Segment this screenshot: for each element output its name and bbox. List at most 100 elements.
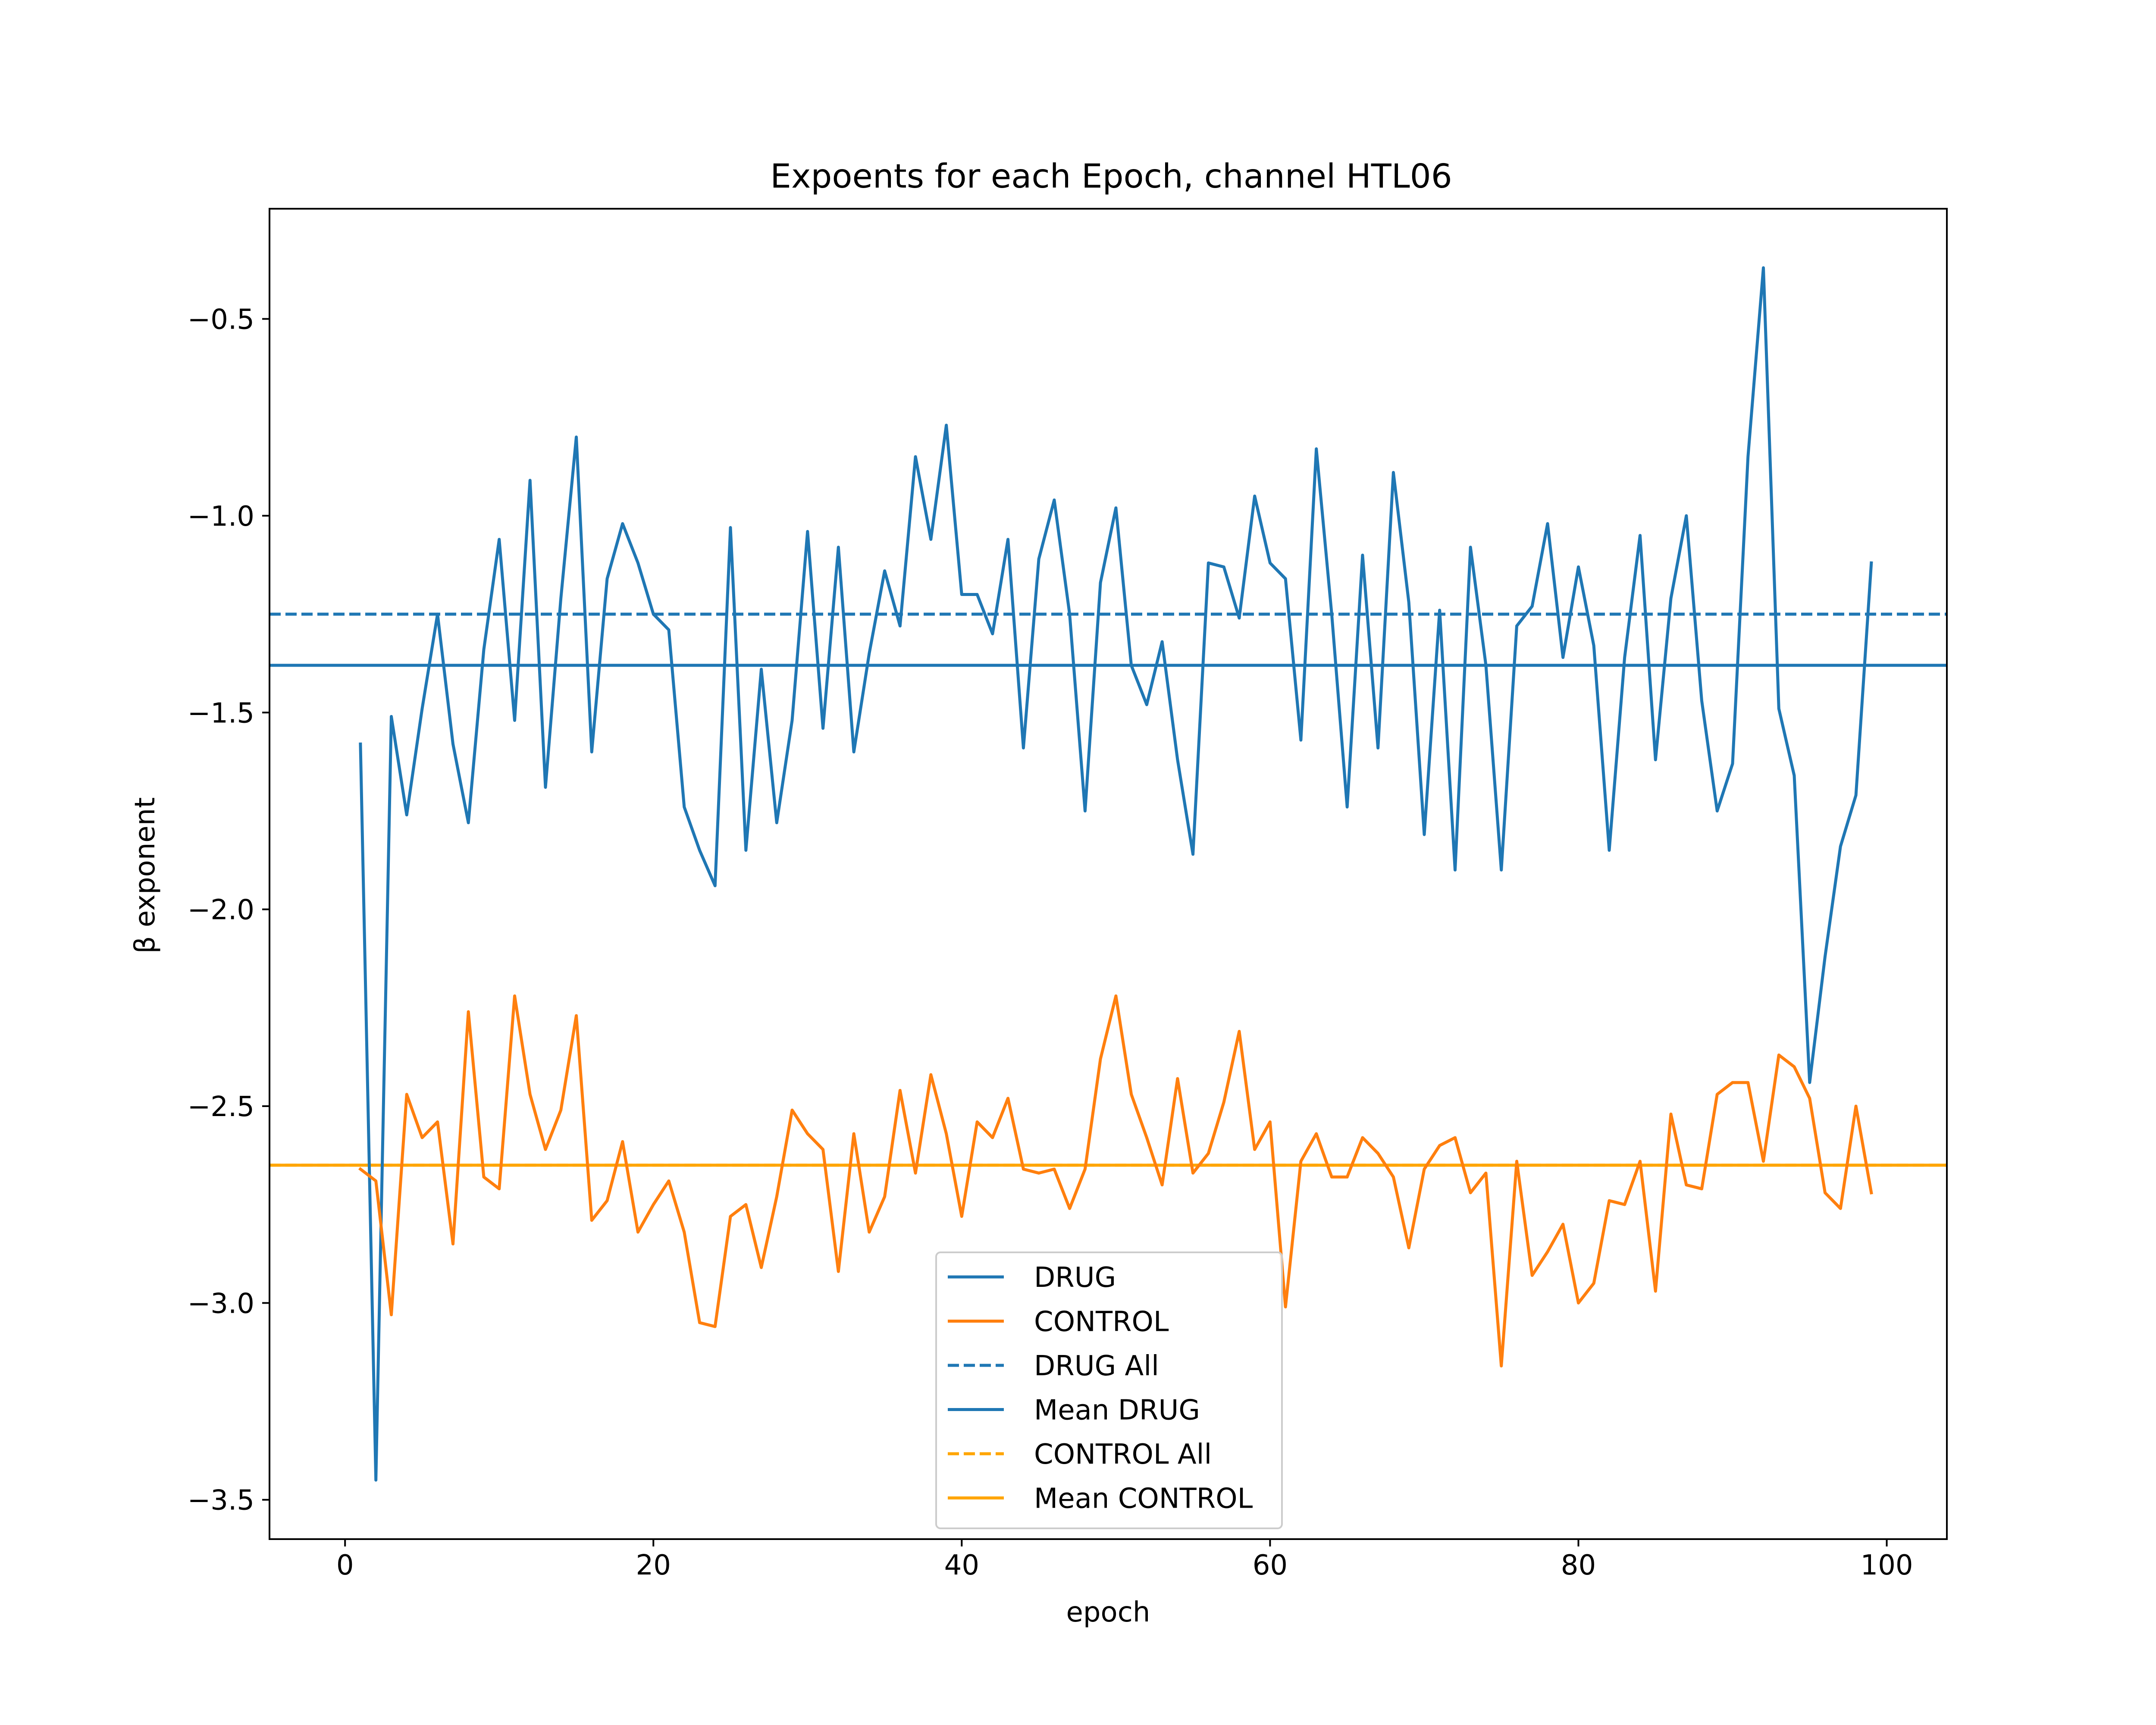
data-point-control xyxy=(1762,1160,1765,1163)
data-point-drug xyxy=(1269,561,1271,564)
data-point-drug xyxy=(1592,644,1595,647)
data-point-drug xyxy=(375,1479,377,1481)
data-point-drug xyxy=(1808,1081,1811,1084)
data-point-control xyxy=(1161,1184,1163,1186)
data-point-control xyxy=(1855,1105,1857,1107)
data-point-drug xyxy=(513,719,516,722)
data-point-control xyxy=(1361,1136,1364,1139)
x-tick-label: 0 xyxy=(336,1549,354,1581)
data-point-control xyxy=(1485,1172,1487,1174)
data-point-drug xyxy=(1007,538,1009,541)
legend: DRUG CONTROL DRUG All Mean DRUG CONTROL All M… xyxy=(935,1251,1283,1529)
data-point-control xyxy=(1330,1176,1333,1178)
data-point-control xyxy=(1777,1054,1780,1056)
data-point-drug xyxy=(1053,499,1056,501)
data-point-control xyxy=(1515,1160,1518,1163)
data-point-control xyxy=(1222,1101,1225,1104)
data-point-drug xyxy=(806,530,809,533)
data-point-control xyxy=(1469,1192,1472,1194)
data-point-drug xyxy=(451,743,454,745)
data-point-drug xyxy=(1069,613,1071,615)
y-tick-label: −1.5 xyxy=(188,697,254,729)
data-point-drug xyxy=(560,597,562,600)
data-point-control xyxy=(405,1093,408,1096)
data-point-drug xyxy=(606,577,608,580)
data-point-control xyxy=(436,1121,439,1123)
data-point-control xyxy=(359,1168,362,1170)
data-point-drug xyxy=(621,522,624,525)
y-tick-label: −2.0 xyxy=(188,894,254,926)
data-point-drug xyxy=(1870,561,1873,564)
data-point-drug xyxy=(590,751,593,753)
data-point-drug xyxy=(1161,640,1163,643)
data-point-control xyxy=(1639,1160,1642,1163)
y-tick-label: −1.0 xyxy=(188,501,254,533)
data-point-control xyxy=(1269,1121,1271,1123)
legend-label: DRUG All xyxy=(1034,1350,1159,1382)
data-point-drug xyxy=(1793,774,1796,777)
data-point-drug xyxy=(1222,566,1225,568)
data-point-control xyxy=(1099,1057,1102,1060)
data-point-drug xyxy=(729,526,732,529)
data-point-control xyxy=(483,1176,485,1178)
data-point-control xyxy=(1562,1223,1564,1226)
data-point-control xyxy=(1238,1030,1241,1033)
legend-label: CONTROL xyxy=(1034,1306,1169,1338)
data-point-drug xyxy=(467,822,470,824)
data-point-control xyxy=(884,1195,886,1198)
data-point-control xyxy=(930,1073,932,1076)
data-point-control xyxy=(1300,1160,1302,1163)
data-point-control xyxy=(560,1109,562,1111)
data-point-control xyxy=(683,1231,686,1233)
data-point-control xyxy=(1546,1251,1549,1253)
data-point-drug xyxy=(544,786,547,789)
data-point-control xyxy=(513,994,516,997)
data-point-drug xyxy=(1454,869,1456,871)
data-point-control xyxy=(729,1215,732,1218)
data-point-control xyxy=(806,1132,809,1135)
data-point-control xyxy=(1084,1168,1086,1170)
data-point-drug xyxy=(1639,534,1642,537)
series-line-control xyxy=(358,994,1873,1367)
data-point-drug xyxy=(745,849,747,852)
data-point-drug xyxy=(884,570,886,572)
data-point-control xyxy=(991,1136,994,1139)
data-point-control xyxy=(451,1242,454,1245)
data-point-drug xyxy=(914,455,917,458)
data-point-drug xyxy=(1346,806,1348,808)
data-point-control xyxy=(852,1132,855,1135)
data-point-control xyxy=(1069,1207,1071,1210)
data-point-control xyxy=(498,1188,501,1190)
data-point-control xyxy=(637,1231,639,1233)
data-point-drug xyxy=(529,479,531,482)
data-point-control xyxy=(699,1321,701,1324)
data-point-drug xyxy=(1361,554,1364,556)
data-point-control xyxy=(960,1215,963,1218)
legend-box xyxy=(935,1251,1283,1529)
data-point-drug xyxy=(1747,455,1749,458)
x-axis-label: epoch xyxy=(1066,1596,1150,1628)
data-point-control xyxy=(529,1093,531,1096)
data-point-drug xyxy=(1145,703,1148,706)
data-point-control xyxy=(945,1132,948,1135)
data-point-control xyxy=(791,1109,793,1111)
data-point-drug xyxy=(1731,762,1734,765)
data-point-drug xyxy=(1670,597,1672,600)
data-point-control xyxy=(1870,1192,1873,1194)
data-point-control xyxy=(1315,1132,1318,1135)
data-point-control xyxy=(1392,1176,1395,1178)
data-point-control xyxy=(976,1121,978,1123)
data-point-drug xyxy=(960,593,963,596)
data-point-drug xyxy=(791,719,793,722)
data-point-drug xyxy=(868,652,871,655)
data-point-drug xyxy=(822,727,824,730)
data-point-drug xyxy=(1438,609,1441,612)
x-axis: 0 20 40 60 80 100 xyxy=(336,1539,1913,1581)
data-point-control xyxy=(1685,1184,1688,1186)
data-point-control xyxy=(822,1148,824,1151)
data-point-drug xyxy=(1716,809,1718,812)
data-point-drug xyxy=(1515,624,1518,627)
data-point-control xyxy=(667,1179,670,1182)
